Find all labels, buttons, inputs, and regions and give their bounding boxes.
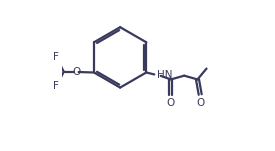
Text: O: O bbox=[73, 67, 81, 77]
Text: O: O bbox=[196, 98, 205, 108]
Text: HN: HN bbox=[156, 70, 172, 80]
Text: O: O bbox=[167, 98, 175, 108]
Text: F: F bbox=[53, 52, 58, 62]
Text: F: F bbox=[53, 81, 58, 91]
